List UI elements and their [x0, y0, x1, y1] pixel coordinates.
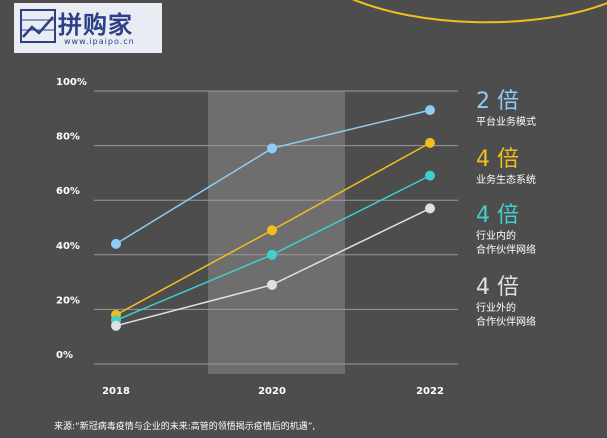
annotation-ecosystem: 4 倍 业务生态系统 [476, 148, 536, 188]
y-tick-label: 0% [56, 350, 73, 361]
logo: 拼购家 www.ipaipo.cn [14, 3, 162, 53]
data-point [111, 238, 121, 249]
logo-chart-icon [20, 9, 56, 43]
annotation-label: 业务生态系统 [476, 175, 536, 186]
decorative-curve [352, 0, 607, 24]
source-note: 来源:“新冠病毒疫情与企业的未来:高管的领悟揭示疫情后的机遇”, [54, 422, 316, 432]
data-point [425, 170, 435, 181]
data-point [111, 320, 121, 331]
data-point [425, 203, 435, 214]
x-tick-label: 2018 [102, 386, 130, 397]
y-tick-label: 80% [56, 132, 80, 143]
data-point [267, 143, 277, 154]
annotation-cross-industry: 4 倍 行业外的 合作伙伴网络 [476, 276, 536, 330]
logo-url: www.ipaipo.cn [64, 37, 135, 46]
annotation-platform: 2 倍 平台业务模式 [476, 90, 536, 130]
annotation-multiple: 4 倍 [476, 275, 519, 300]
annotation-multiple: 4 倍 [476, 147, 519, 172]
highlight-band [208, 91, 345, 374]
data-point [267, 225, 277, 236]
y-tick-label: 100% [56, 77, 87, 88]
x-tick-label: 2022 [416, 386, 444, 397]
y-tick-label: 20% [56, 295, 80, 306]
annotation-label: 平台业务模式 [476, 117, 536, 128]
data-point [267, 249, 277, 260]
annotation-label: 行业外的 [476, 303, 516, 314]
annotation-in-industry: 4 倍 行业内的 合作伙伴网络 [476, 204, 536, 258]
annotation-label: 行业内的 [476, 231, 516, 242]
data-point [425, 137, 435, 148]
data-point [267, 279, 277, 290]
annotation-label: 合作伙伴网络 [476, 245, 536, 256]
y-tick-label: 60% [56, 186, 80, 197]
data-point [425, 105, 435, 116]
annotation-multiple: 2 倍 [476, 89, 519, 114]
logo-name: 拼购家 [58, 11, 133, 39]
annotation-multiple: 4 倍 [476, 203, 519, 228]
y-tick-label: 40% [56, 241, 80, 252]
x-tick-label: 2020 [258, 386, 286, 397]
annotation-label: 合作伙伴网络 [476, 317, 536, 328]
